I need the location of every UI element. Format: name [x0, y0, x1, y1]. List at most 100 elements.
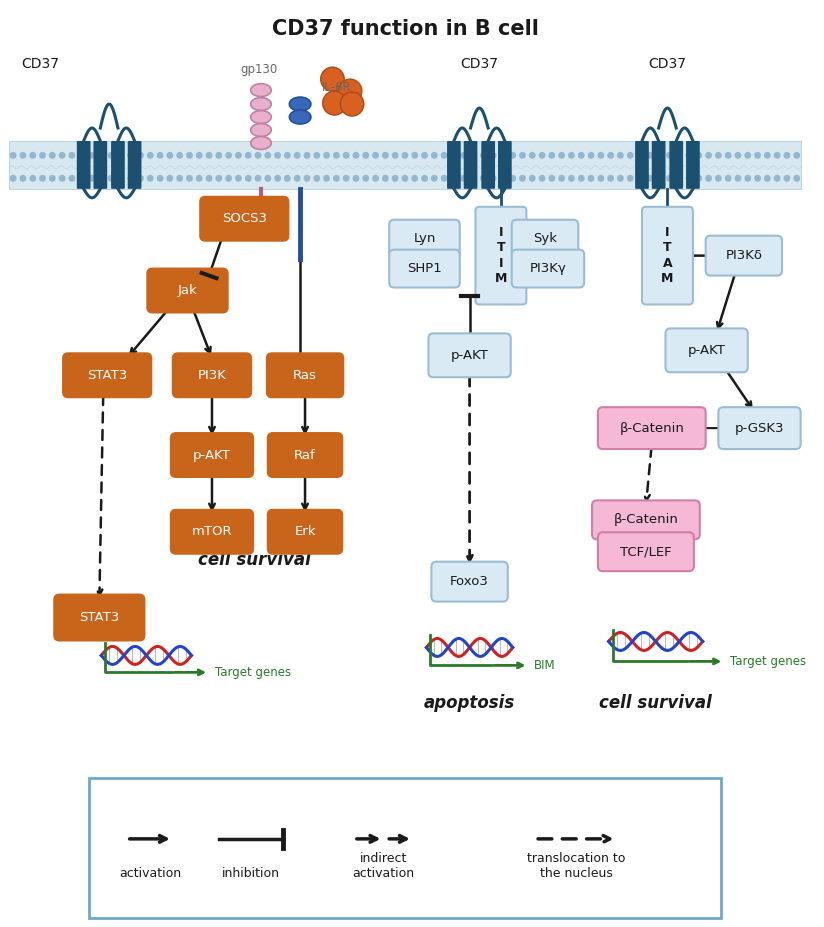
Circle shape — [734, 175, 742, 182]
FancyBboxPatch shape — [88, 778, 721, 918]
Circle shape — [499, 152, 506, 159]
Circle shape — [186, 152, 193, 159]
Circle shape — [744, 152, 751, 159]
Circle shape — [480, 152, 487, 159]
Circle shape — [339, 79, 362, 103]
Ellipse shape — [250, 97, 271, 110]
Circle shape — [245, 175, 251, 182]
Circle shape — [206, 175, 213, 182]
Circle shape — [607, 175, 614, 182]
Circle shape — [588, 152, 594, 159]
FancyBboxPatch shape — [389, 220, 460, 258]
Circle shape — [186, 175, 193, 182]
Circle shape — [578, 152, 585, 159]
Circle shape — [391, 152, 399, 159]
FancyBboxPatch shape — [475, 207, 527, 304]
Circle shape — [176, 152, 183, 159]
Circle shape — [529, 152, 536, 159]
FancyBboxPatch shape — [666, 328, 747, 373]
Circle shape — [401, 152, 409, 159]
Circle shape — [78, 152, 85, 159]
Circle shape — [794, 175, 800, 182]
FancyBboxPatch shape — [598, 407, 705, 449]
FancyBboxPatch shape — [171, 510, 253, 553]
Text: Syk: Syk — [533, 232, 557, 245]
Circle shape — [725, 175, 732, 182]
Circle shape — [774, 175, 780, 182]
Circle shape — [353, 152, 359, 159]
Circle shape — [578, 175, 585, 182]
Text: p-AKT: p-AKT — [193, 449, 231, 462]
FancyBboxPatch shape — [200, 197, 288, 241]
Circle shape — [49, 152, 56, 159]
Circle shape — [558, 175, 565, 182]
Circle shape — [519, 152, 526, 159]
Circle shape — [695, 152, 702, 159]
Circle shape — [313, 175, 321, 182]
Circle shape — [333, 175, 339, 182]
Circle shape — [245, 152, 251, 159]
Circle shape — [127, 175, 134, 182]
Text: SHP1: SHP1 — [407, 262, 442, 275]
Text: p-AKT: p-AKT — [688, 344, 726, 357]
Text: β-Catenin: β-Catenin — [613, 514, 678, 527]
FancyBboxPatch shape — [635, 141, 648, 189]
Circle shape — [509, 175, 516, 182]
Circle shape — [166, 175, 173, 182]
Circle shape — [157, 175, 163, 182]
Circle shape — [78, 175, 85, 182]
Ellipse shape — [289, 97, 311, 111]
Circle shape — [519, 175, 526, 182]
Circle shape — [391, 175, 399, 182]
FancyBboxPatch shape — [592, 501, 700, 540]
Circle shape — [451, 152, 457, 159]
Circle shape — [470, 175, 477, 182]
Circle shape — [451, 175, 457, 182]
Circle shape — [499, 175, 506, 182]
Circle shape — [489, 152, 497, 159]
Circle shape — [206, 152, 213, 159]
Text: indirect
activation: indirect activation — [353, 852, 414, 880]
Circle shape — [294, 152, 301, 159]
Text: cell survival: cell survival — [198, 551, 311, 568]
Circle shape — [235, 175, 242, 182]
Circle shape — [597, 152, 604, 159]
FancyBboxPatch shape — [498, 141, 512, 189]
Text: activation: activation — [119, 867, 181, 880]
Circle shape — [705, 175, 712, 182]
FancyBboxPatch shape — [173, 353, 251, 397]
Circle shape — [98, 152, 105, 159]
Text: Jak: Jak — [178, 284, 198, 297]
Circle shape — [39, 175, 46, 182]
Circle shape — [734, 152, 742, 159]
Circle shape — [88, 175, 95, 182]
FancyBboxPatch shape — [93, 141, 107, 189]
FancyBboxPatch shape — [669, 141, 683, 189]
Circle shape — [118, 152, 124, 159]
Circle shape — [59, 175, 66, 182]
Text: IL-6R: IL-6R — [321, 82, 351, 95]
Bar — [9, 141, 801, 189]
Text: I
T
I
M: I T I M — [494, 226, 507, 286]
Circle shape — [568, 152, 575, 159]
Text: PI3Kγ: PI3Kγ — [530, 262, 566, 275]
Text: Lyn: Lyn — [414, 232, 436, 245]
Circle shape — [431, 152, 438, 159]
Circle shape — [255, 175, 261, 182]
Circle shape — [617, 175, 624, 182]
Circle shape — [323, 175, 330, 182]
Circle shape — [656, 175, 663, 182]
Circle shape — [274, 152, 281, 159]
Text: cell survival: cell survival — [599, 694, 712, 712]
Circle shape — [20, 152, 26, 159]
Circle shape — [461, 175, 467, 182]
Text: STAT3: STAT3 — [87, 369, 127, 382]
Circle shape — [137, 152, 144, 159]
Circle shape — [30, 175, 36, 182]
Circle shape — [686, 175, 692, 182]
FancyBboxPatch shape — [432, 562, 508, 602]
FancyBboxPatch shape — [481, 141, 495, 189]
Text: CD37: CD37 — [21, 57, 59, 71]
Circle shape — [313, 152, 321, 159]
Ellipse shape — [289, 110, 311, 124]
